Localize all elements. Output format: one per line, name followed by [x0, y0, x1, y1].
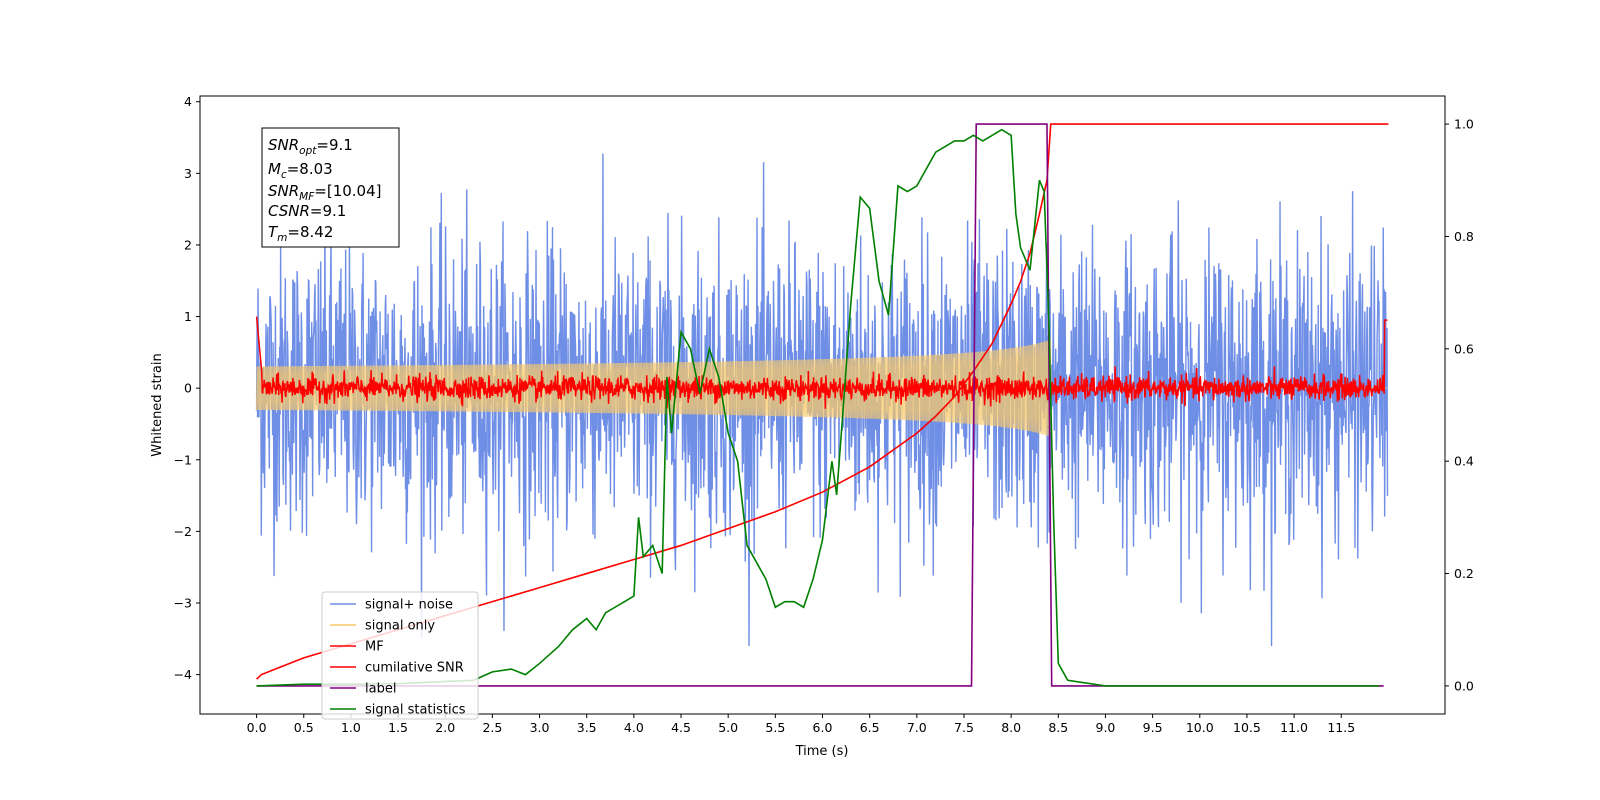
x-tick-label: 5.0	[718, 720, 738, 735]
y-right-tick-label: 0.0	[1454, 678, 1474, 693]
y-left-tick-label: 4	[184, 94, 192, 109]
x-axis: 0.0 0.5 1.0 1.5 2.0 2.5 3.0 3.5 4.0 4.5 5.0 5.5 6.0 6…	[247, 714, 1355, 735]
annotation-mc: Mc=8.03	[268, 160, 333, 181]
x-tick-label: 6.5	[860, 720, 880, 735]
y-left-tick-label: 2	[184, 237, 192, 252]
x-tick-label: 9.0	[1096, 720, 1116, 735]
x-tick-label: 5.5	[765, 720, 785, 735]
y-right-tick-label: 0.2	[1454, 566, 1474, 581]
y-left-tick-label: −4	[174, 667, 192, 682]
y-right-tick-label: 0.4	[1454, 454, 1474, 469]
x-tick-label: 9.5	[1143, 720, 1163, 735]
y-axis-right: 1.0 0.8 0.6 0.4 0.2 0.0	[1445, 117, 1474, 693]
y-right-tick-label: 1.0	[1454, 117, 1474, 132]
x-tick-label: 0.0	[247, 720, 267, 735]
y-axis-label: Whitened strain	[150, 353, 165, 456]
x-tick-label: 10.5	[1233, 720, 1261, 735]
x-tick-label: 7.0	[907, 720, 927, 735]
y-left-tick-label: −2	[174, 524, 192, 539]
legend-entry: cumilative SNR	[365, 661, 464, 676]
y-right-tick-label: 0.8	[1454, 229, 1474, 244]
x-tick-label: 2.5	[482, 720, 502, 735]
annotation-tm: Tm=8.42	[268, 223, 333, 244]
legend-entry: signal statistics	[365, 703, 466, 718]
legend: signal+ noise signal only MF cumilative SNR…	[321, 591, 479, 720]
y-left-tick-label: −1	[174, 452, 192, 467]
x-tick-label: 2.0	[435, 720, 455, 735]
x-tick-label: 7.5	[954, 720, 974, 735]
x-tick-label: 3.5	[577, 720, 597, 735]
legend-entry: label	[365, 682, 396, 697]
y-left-tick-label: 1	[184, 309, 192, 324]
x-tick-label: 6.0	[813, 720, 833, 735]
legend-entry: signal+ noise	[365, 598, 453, 613]
x-tick-label: 11.0	[1280, 720, 1308, 735]
y-left-tick-label: −3	[174, 596, 192, 611]
y-axis-left: 4 3 2 1 0 −1 −2 −3 −4	[174, 94, 200, 682]
y-right-tick-label: 0.6	[1454, 341, 1474, 356]
legend-entry: signal only	[365, 619, 435, 634]
series-signal-statistics-line	[256, 128, 1379, 687]
series-mf	[255, 316, 1388, 409]
annotation-snr-mf: SNRMF=[10.04]	[268, 182, 382, 203]
x-tick-label: 10.0	[1186, 720, 1214, 735]
annotation-csnr: CSNR=9.1	[268, 202, 346, 220]
x-tick-label: 8.0	[1001, 720, 1021, 735]
annotation-box: SNRopt=9.1 Mc=8.03 SNRMF=[10.04] CSNR=9.…	[261, 127, 400, 248]
legend-entry: MF	[365, 640, 384, 655]
x-tick-label: 0.5	[294, 720, 314, 735]
x-tick-label: 11.5	[1327, 720, 1355, 735]
y-left-tick-label: 0	[184, 381, 192, 396]
series-mf-line	[255, 316, 1388, 409]
annotation-snr-opt: SNRopt=9.1	[268, 136, 353, 157]
x-tick-label: 4.5	[671, 720, 691, 735]
y-left-tick-label: 3	[184, 166, 192, 181]
legend-frame	[321, 591, 479, 720]
x-tick-label: 3.0	[530, 720, 550, 735]
x-axis-label: Time (s)	[795, 744, 849, 759]
x-tick-label: 1.5	[388, 720, 408, 735]
x-tick-label: 1.0	[341, 720, 361, 735]
x-tick-label: 8.5	[1048, 720, 1068, 735]
x-tick-label: 4.0	[624, 720, 644, 735]
